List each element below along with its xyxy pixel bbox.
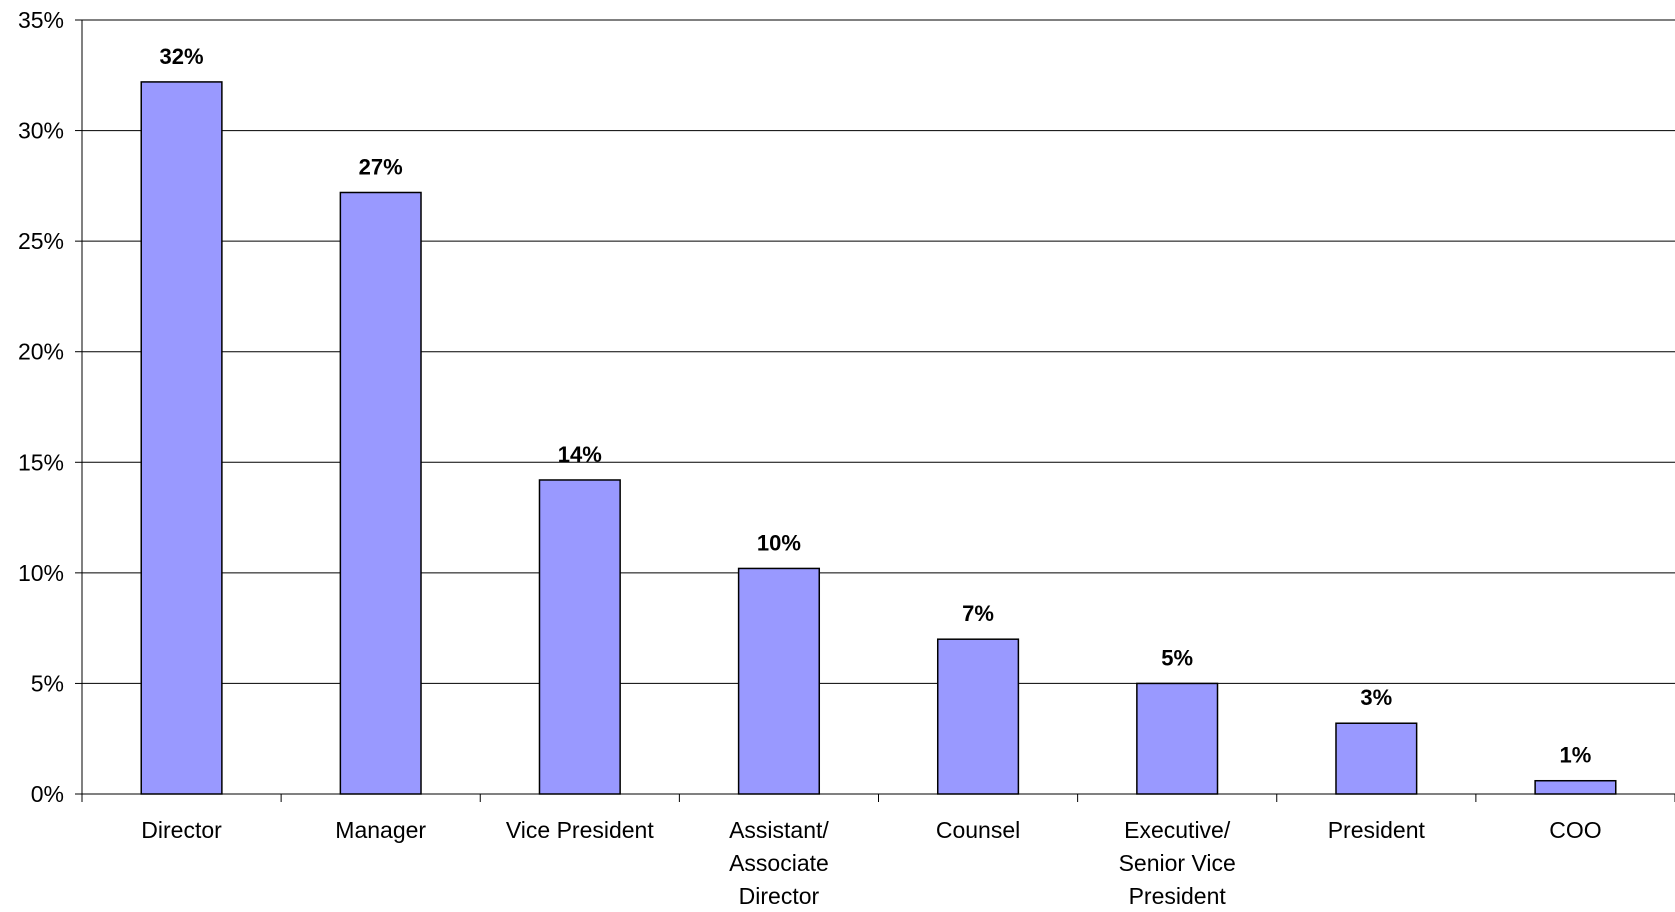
- data-label: 1%: [1560, 743, 1592, 768]
- data-label: 10%: [757, 530, 801, 555]
- data-label: 27%: [359, 154, 403, 179]
- data-label: 5%: [1161, 645, 1193, 670]
- y-tick-label: 5%: [31, 670, 64, 696]
- x-tick-label: Manager: [335, 817, 426, 843]
- x-tick-label: Executive/: [1124, 817, 1231, 843]
- data-label: 3%: [1360, 685, 1392, 710]
- y-tick-label: 30%: [18, 118, 64, 144]
- x-tick-label: President: [1328, 817, 1426, 843]
- bars: [140, 81, 1617, 795]
- x-tick-label: Director: [141, 817, 222, 843]
- x-tick-label: COO: [1549, 817, 1601, 843]
- data-label: 7%: [962, 601, 994, 626]
- x-tick-label: Assistant/: [729, 817, 829, 843]
- x-tick-label: Associate: [729, 850, 829, 876]
- axes: [75, 19, 1675, 802]
- bar[interactable]: [936, 638, 1020, 795]
- x-tick-label: Senior Vice: [1119, 850, 1236, 876]
- bar[interactable]: [140, 81, 223, 795]
- data-label: 32%: [160, 44, 204, 69]
- y-tick-labels: 0% 5% 10% 15% 20% 25% 30% 35%: [18, 7, 64, 807]
- data-label: 14%: [558, 442, 602, 467]
- x-tick-label: Director: [739, 883, 820, 909]
- bar[interactable]: [538, 479, 621, 795]
- data-labels: 32% 27% 14% 10% 7% 5% 3% 1%: [160, 44, 1592, 768]
- bar[interactable]: [339, 191, 422, 795]
- bar[interactable]: [1136, 682, 1219, 795]
- y-tick-label: 15%: [18, 449, 64, 475]
- x-tick-label: Vice President: [506, 817, 654, 843]
- y-tick-label: 35%: [18, 7, 64, 33]
- y-tick-label: 25%: [18, 228, 64, 254]
- bar[interactable]: [737, 567, 821, 795]
- x-tick-label: Counsel: [936, 817, 1020, 843]
- y-tick-label: 0%: [31, 781, 64, 807]
- x-tick-label: President: [1129, 883, 1227, 909]
- gridlines: [82, 19, 1675, 684]
- x-tick-labels: Director Manager Vice President Assistant/A…: [141, 817, 1601, 909]
- bar[interactable]: [1534, 779, 1617, 795]
- bar[interactable]: [1335, 722, 1418, 795]
- y-tick-label: 20%: [18, 339, 64, 365]
- y-tick-label: 10%: [18, 560, 64, 586]
